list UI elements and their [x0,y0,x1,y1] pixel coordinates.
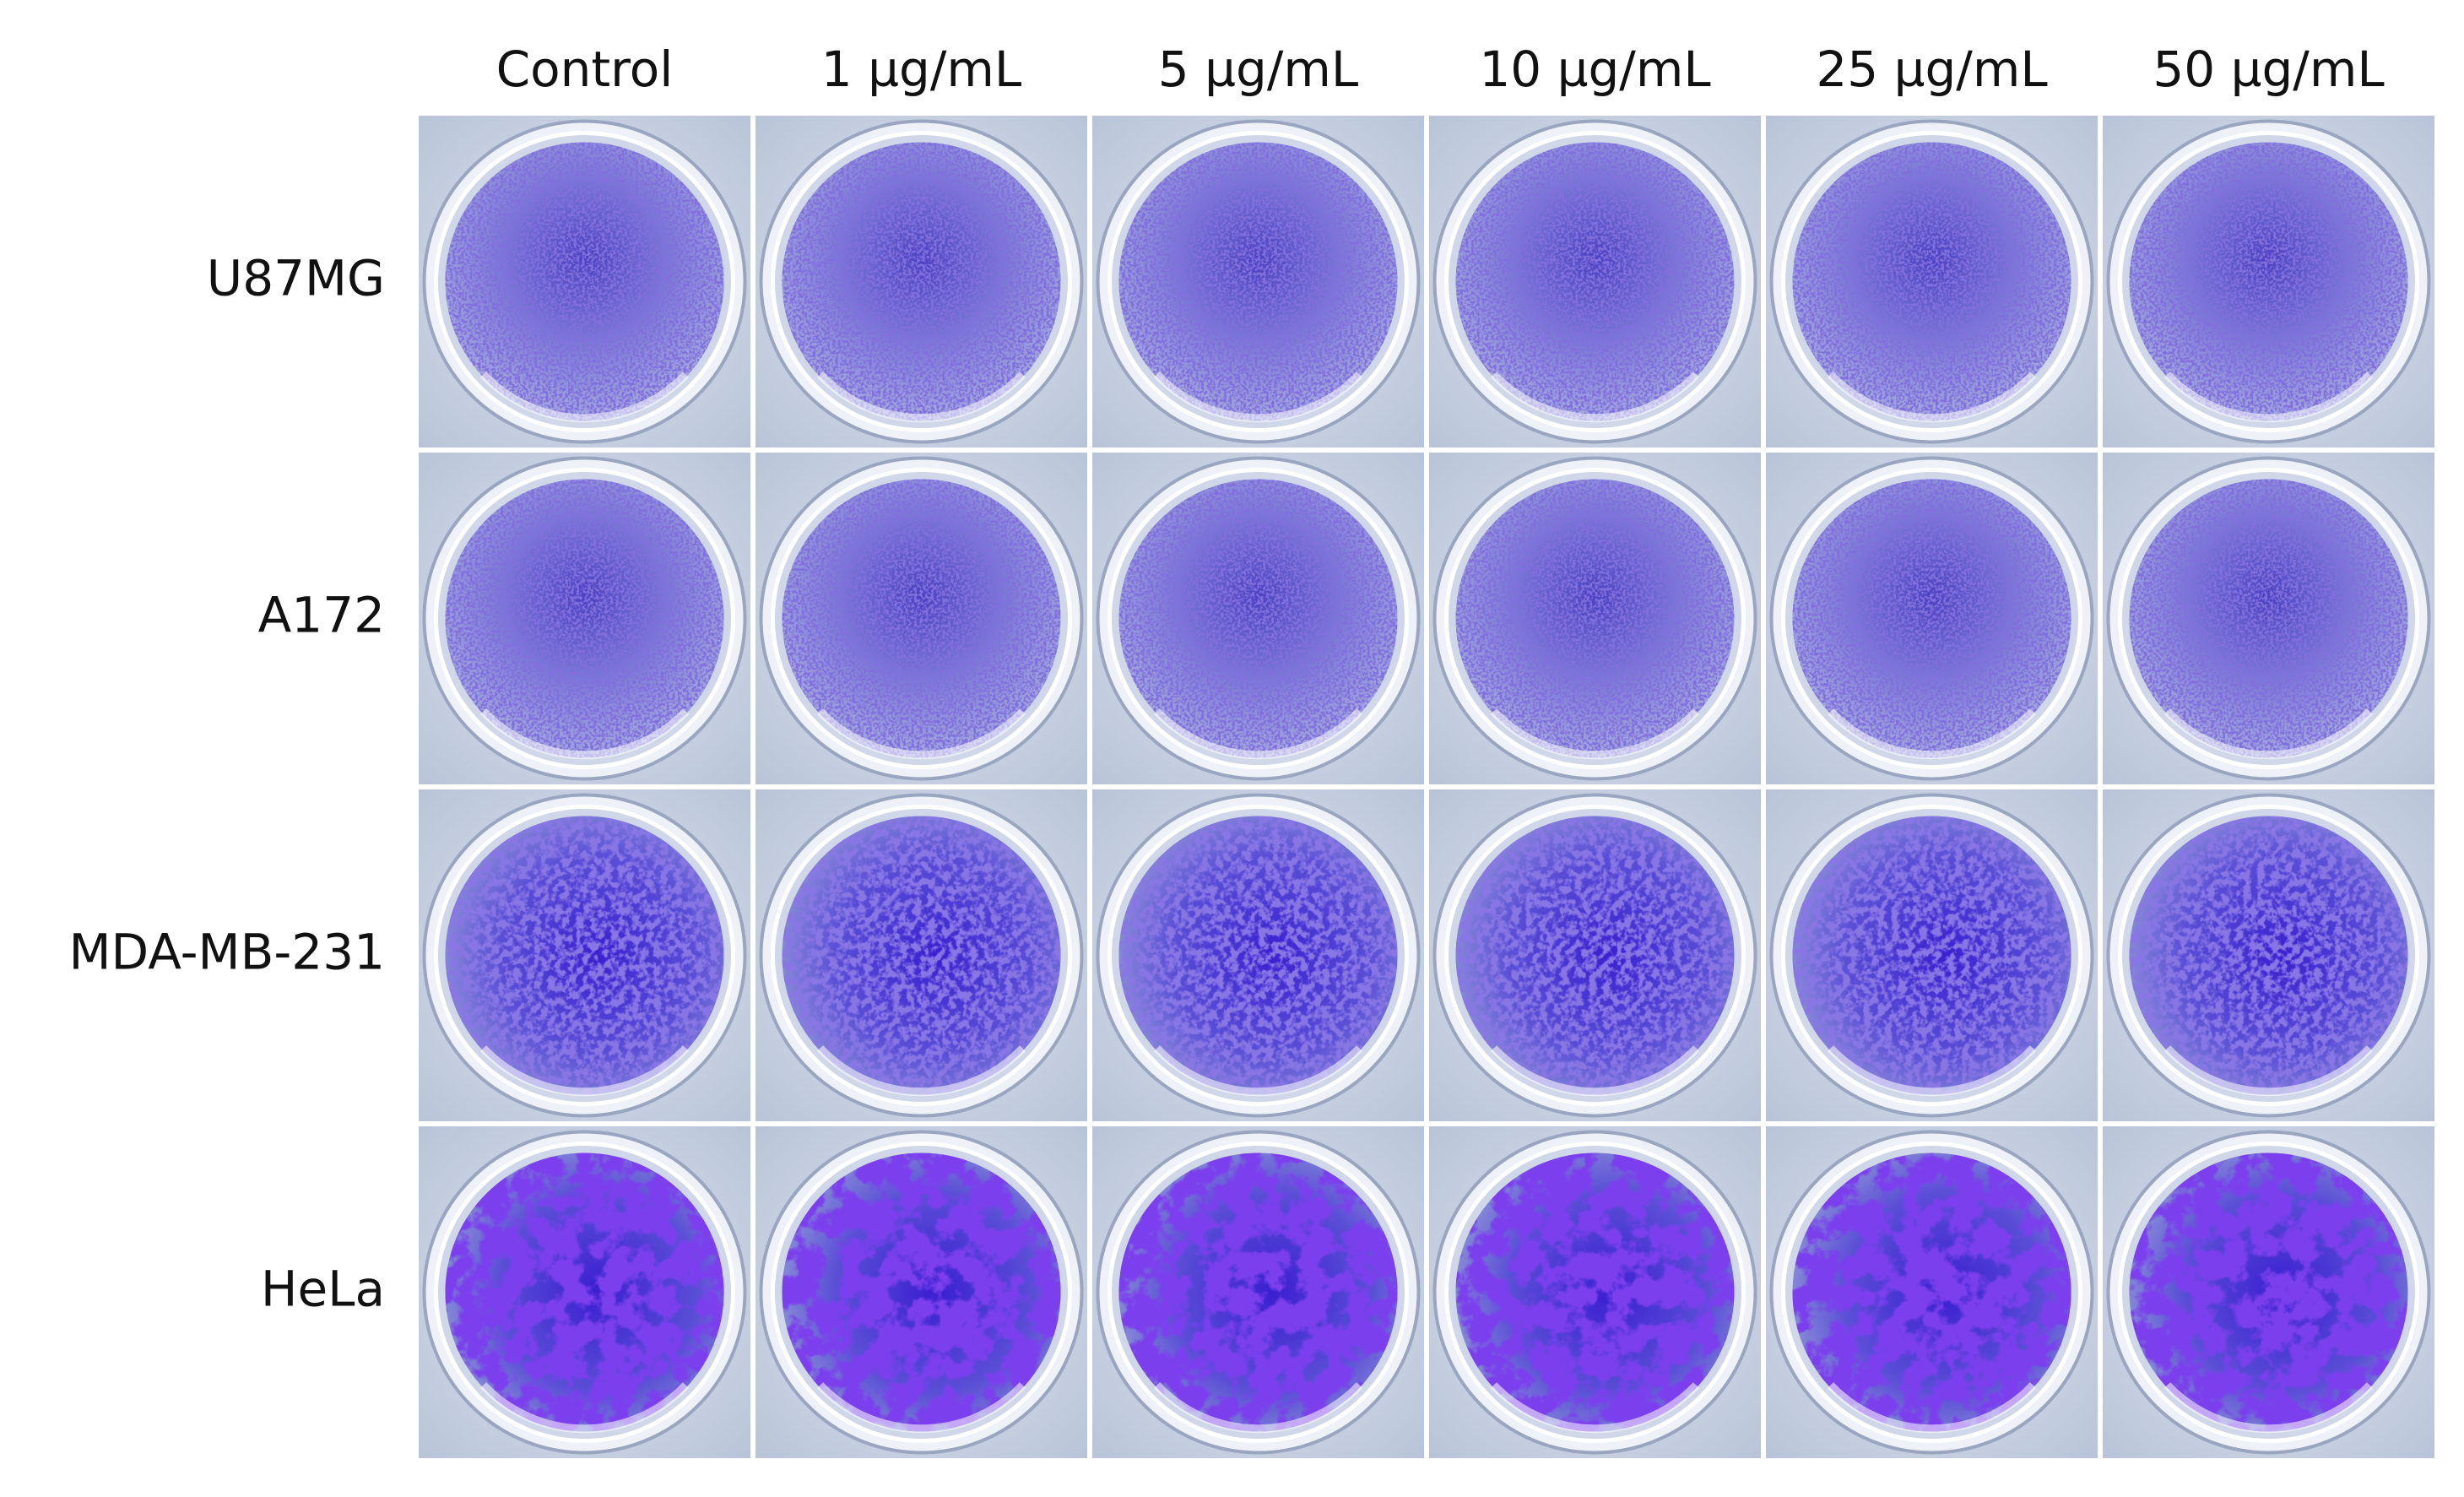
well-highlight [2163,1382,2374,1434]
well-cell [755,453,1087,784]
row-label: HeLa [261,1261,385,1318]
well-cell [2103,1126,2434,1458]
colony-texture [1455,479,1735,758]
well-highlight [1827,372,2037,423]
well-cell [1092,1126,1424,1458]
row-label: MDA-MB-231 [69,924,385,981]
well-cell [419,453,750,784]
row-label: U87MG [207,250,385,307]
well-highlight [1827,708,2037,760]
well-cell [2103,453,2434,784]
colony-texture [1455,142,1735,421]
colony-texture [1792,479,2071,758]
colony-texture [445,142,724,421]
column-label: 1 µg/mL [821,41,1021,98]
well-highlight [1827,1382,2037,1434]
colony-texture [1792,1153,2071,1432]
column-label: 50 µg/mL [2153,41,2384,98]
well-highlight [479,372,690,423]
well-highlight [1153,1045,1363,1097]
well-highlight [816,708,1026,760]
colony-texture [1792,142,2071,421]
well-cell [2103,116,2434,447]
well-highlight [1490,372,1700,423]
colony-texture [782,816,1061,1095]
colony-texture [1118,142,1398,421]
well-highlight [2163,708,2374,760]
well-cell [2103,789,2434,1121]
well-cell [419,1126,750,1458]
well-highlight [816,1382,1026,1434]
well-cell [755,1126,1087,1458]
colony-texture [445,479,724,758]
well-highlight [1827,1045,2037,1097]
well-cell [755,116,1087,447]
well-cell [1429,116,1761,447]
well-highlight [816,372,1026,423]
colony-texture [1118,816,1398,1095]
row-label: A172 [258,587,385,644]
well-cell [1766,789,2098,1121]
well-cell [1766,116,2098,447]
well-cell [1092,789,1424,1121]
well-cell [1429,1126,1761,1458]
colony-texture [2129,479,2408,758]
well-highlight [1490,708,1700,760]
well-highlight [1153,372,1363,423]
well-cell [419,789,750,1121]
well-cell [1429,453,1761,784]
well-highlight [1490,1045,1700,1097]
column-label: 5 µg/mL [1158,41,1358,98]
well-cell [1766,453,2098,784]
well-cell [419,116,750,447]
colony-texture [1118,479,1398,758]
well-cell [1766,1126,2098,1458]
well-cell [1092,116,1424,447]
column-label: 25 µg/mL [1816,41,2047,98]
well-highlight [479,1045,690,1097]
colony-texture [782,1153,1061,1432]
well-cell [1429,789,1761,1121]
well-highlight [2163,372,2374,423]
colony-texture [2129,1153,2408,1432]
colony-texture [782,479,1061,758]
column-label: 10 µg/mL [1479,41,1710,98]
well-cell [1092,453,1424,784]
well-highlight [479,1382,690,1434]
colony-texture [2129,816,2408,1095]
colony-texture [445,1153,724,1432]
colony-texture [1118,1153,1398,1432]
colony-texture [1455,816,1735,1095]
colony-texture [445,816,724,1095]
well-highlight [1153,1382,1363,1434]
colony-texture [1455,1153,1735,1432]
colony-texture [2129,142,2408,421]
well-highlight [1153,708,1363,760]
well-cell [755,789,1087,1121]
well-highlight [1490,1382,1700,1434]
well-highlight [816,1045,1026,1097]
column-label: Control [496,41,674,98]
well-highlight [2163,1045,2374,1097]
colony-texture [1792,816,2071,1095]
colony-texture [782,142,1061,421]
well-highlight [479,708,690,760]
well-grid [419,116,2434,1458]
labels: Control 1 µg/mL 5 µg/mL 10 µg/mL 25 µg/mL 50 … [69,41,2385,1318]
